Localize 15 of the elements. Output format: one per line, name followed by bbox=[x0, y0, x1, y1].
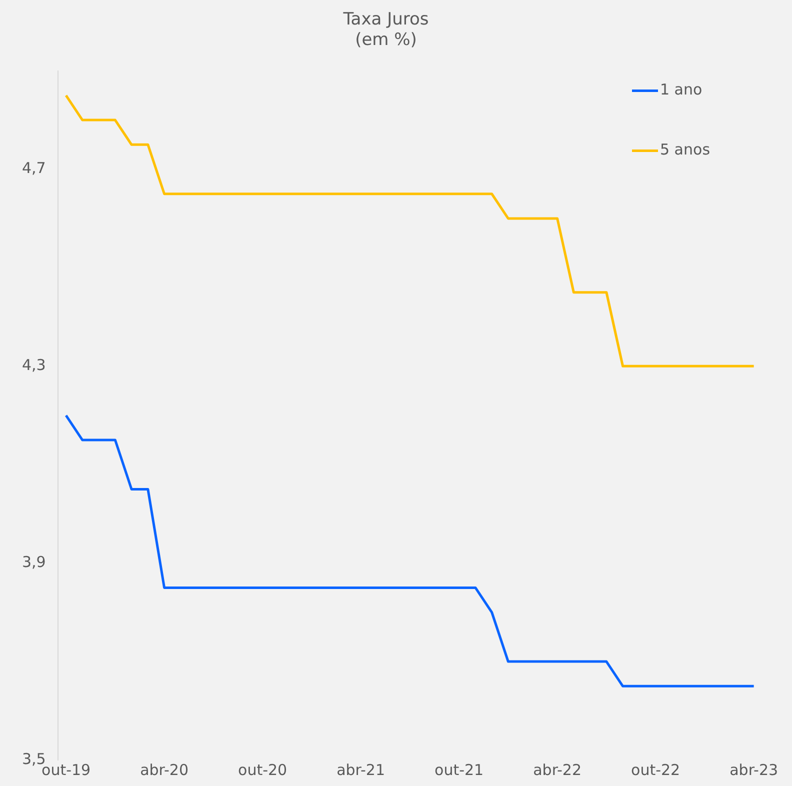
x-tick-label: abr-23 bbox=[730, 760, 778, 779]
x-tick-label: abr-22 bbox=[533, 760, 582, 779]
y-tick-label: 4,7 bbox=[22, 159, 46, 178]
chart-subtitle: (em %) bbox=[355, 30, 417, 50]
x-tick-label: out-22 bbox=[631, 760, 680, 779]
x-tick-label: out-21 bbox=[434, 760, 484, 779]
y-tick-label: 4,3 bbox=[22, 356, 46, 374]
x-tick-label: abr-20 bbox=[140, 760, 189, 779]
y-tick-label: 3,5 bbox=[22, 750, 46, 768]
x-tick-label: abr-21 bbox=[336, 760, 386, 779]
legend-label: 1 ano bbox=[660, 80, 702, 99]
y-tick-label: 3,9 bbox=[22, 552, 46, 571]
legend-label: 5 anos bbox=[660, 140, 710, 159]
chart-title: Taxa Juros bbox=[342, 10, 429, 30]
x-tick-label: out-20 bbox=[238, 760, 288, 779]
